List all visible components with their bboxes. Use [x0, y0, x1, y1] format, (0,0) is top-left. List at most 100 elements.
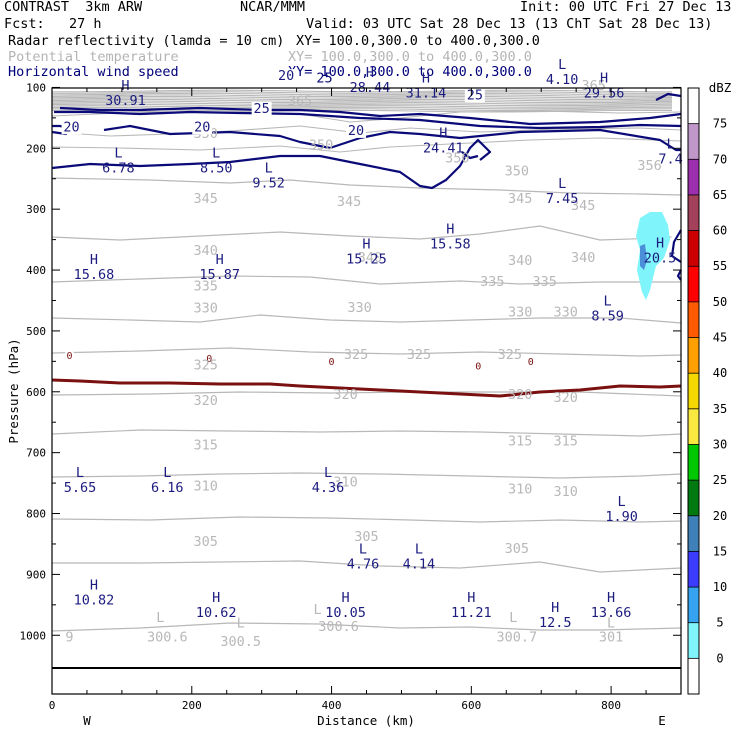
extremum-value: 4.10 [546, 72, 579, 88]
theta-label: 340 [571, 250, 595, 266]
theta-label: 300.7 [496, 629, 537, 645]
extremum-value: 7.45 [546, 191, 579, 207]
theta-label: 310 [333, 475, 357, 491]
axes: 0 200 400 600 800100200300400500600700800900… [20, 81, 681, 712]
extremum-value: 15.25 [346, 252, 387, 268]
theta-contour-line [51, 516, 682, 523]
extremum-type: H [216, 252, 224, 268]
extremum-type: L [212, 145, 220, 161]
colorbar-label: 10 [713, 580, 727, 594]
extremum-value: 5.65 [64, 480, 97, 496]
reflectivity-cyan-area [636, 212, 670, 300]
x-tick-label: 800 [601, 699, 621, 712]
colorbar-swatch [688, 373, 699, 410]
extremum-type: H [90, 578, 98, 594]
colorbar-swatch [688, 515, 699, 552]
wind-contour-label: 25 [316, 71, 332, 87]
colorbar-frame [687, 87, 700, 695]
zero-marker-bg [473, 360, 484, 371]
theta-label: 350 [309, 138, 333, 154]
east-label: E [658, 713, 666, 728]
field-theta-name: Potential temperature [8, 49, 179, 65]
extremum-type: H [362, 237, 370, 253]
theta-contours [51, 177, 682, 632]
theta-label: 330 [508, 304, 532, 320]
upper-theta-line [51, 100, 673, 104]
zero-marker: 0 [329, 357, 335, 368]
organization-label: NCAR/MMM [240, 0, 306, 15]
reflectivity-blue-core [640, 244, 647, 270]
theta-label: 340 [358, 250, 382, 266]
wind-label-bg [61, 120, 82, 135]
extremum-type: H [366, 65, 374, 81]
valid-time: Valid: 03 UTC Sat 28 Dec 13 (13 ChT Sat … [306, 16, 713, 32]
field-reflectivity-xy: XY= 100.0,300.0 to 400.0,300.0 [296, 33, 540, 49]
extremum-type: H [439, 125, 447, 141]
upper-theta-line [51, 105, 673, 108]
zero-contour: 0 0 0 0 0 [51, 350, 682, 398]
wind-contour-line [59, 106, 682, 126]
upper-theta-line [51, 102, 673, 105]
theta-contour-line [52, 560, 682, 573]
wind-label-bg [346, 123, 367, 138]
extremum-type: L [604, 293, 612, 309]
theta-low-marker: L [314, 602, 322, 618]
wind-label-bg [464, 88, 485, 103]
colorbar-unit: dBZ [709, 80, 732, 95]
theta-label: 350 [445, 150, 469, 166]
upper-theta-line [51, 94, 673, 97]
upper-theta-line [51, 92, 673, 96]
colorbar-label: 30 [713, 437, 727, 451]
colorbar-swatch [688, 88, 699, 125]
colorbar-label: 25 [713, 473, 727, 487]
upper-theta-line [51, 103, 673, 107]
colorbar-label: 15 [713, 544, 727, 558]
extremum-value: 12.5 [539, 615, 572, 631]
theta-label: 9 [65, 629, 73, 645]
wind-contour-label: 20 [348, 123, 364, 139]
wind-label-bg [192, 120, 213, 135]
extremum-value: 15.68 [74, 267, 115, 283]
colorbar-swatch [688, 337, 699, 374]
wind-contour-line [670, 229, 682, 263]
theta-label: 301 [599, 629, 623, 645]
extremum-type: H [551, 600, 559, 616]
x-tick-label: 400 [322, 699, 342, 712]
theta-label: 300.6 [147, 629, 188, 645]
theta-label: 305 [505, 541, 529, 557]
wind-contour-label: 25 [467, 88, 483, 104]
colorbar-swatch [688, 123, 699, 160]
wind-label-bg [276, 69, 297, 84]
wind-contour-line [461, 151, 479, 160]
theta-label: 325 [194, 357, 218, 373]
theta-low-marker: L [156, 610, 164, 626]
theta-label: 345 [337, 194, 361, 210]
extremum-value: 30.91 [105, 93, 146, 109]
theta-low-marker: L [607, 615, 615, 631]
extremum-type: H [90, 252, 98, 268]
y-tick-label: 600 [26, 386, 46, 399]
wind-contour-line [103, 124, 681, 152]
x-tick-label: 0 [49, 699, 56, 712]
extremum-type: H [467, 590, 475, 606]
theta-label: 310 [508, 481, 532, 497]
extremum-value: 20.5 [644, 251, 677, 267]
upper-theta-line [51, 106, 672, 110]
theta-label: 340 [194, 243, 218, 259]
y-tick-label: 800 [26, 508, 46, 521]
colorbar-label: 20 [713, 509, 727, 523]
theta-contour-line [51, 622, 682, 632]
theta-label: 325 [344, 347, 368, 363]
colorbar-swatch [688, 266, 699, 303]
theta-label: 356 [637, 158, 661, 174]
zero-marker: 0 [475, 361, 481, 372]
colorbar-swatch [688, 159, 699, 196]
wind-contour-line [655, 92, 682, 101]
theta-label: 340 [508, 253, 532, 269]
theta-label: 330 [553, 304, 577, 320]
y-tick-label: 900 [26, 568, 46, 581]
zero-line-path [51, 378, 682, 398]
upper-theta-line [51, 137, 682, 153]
